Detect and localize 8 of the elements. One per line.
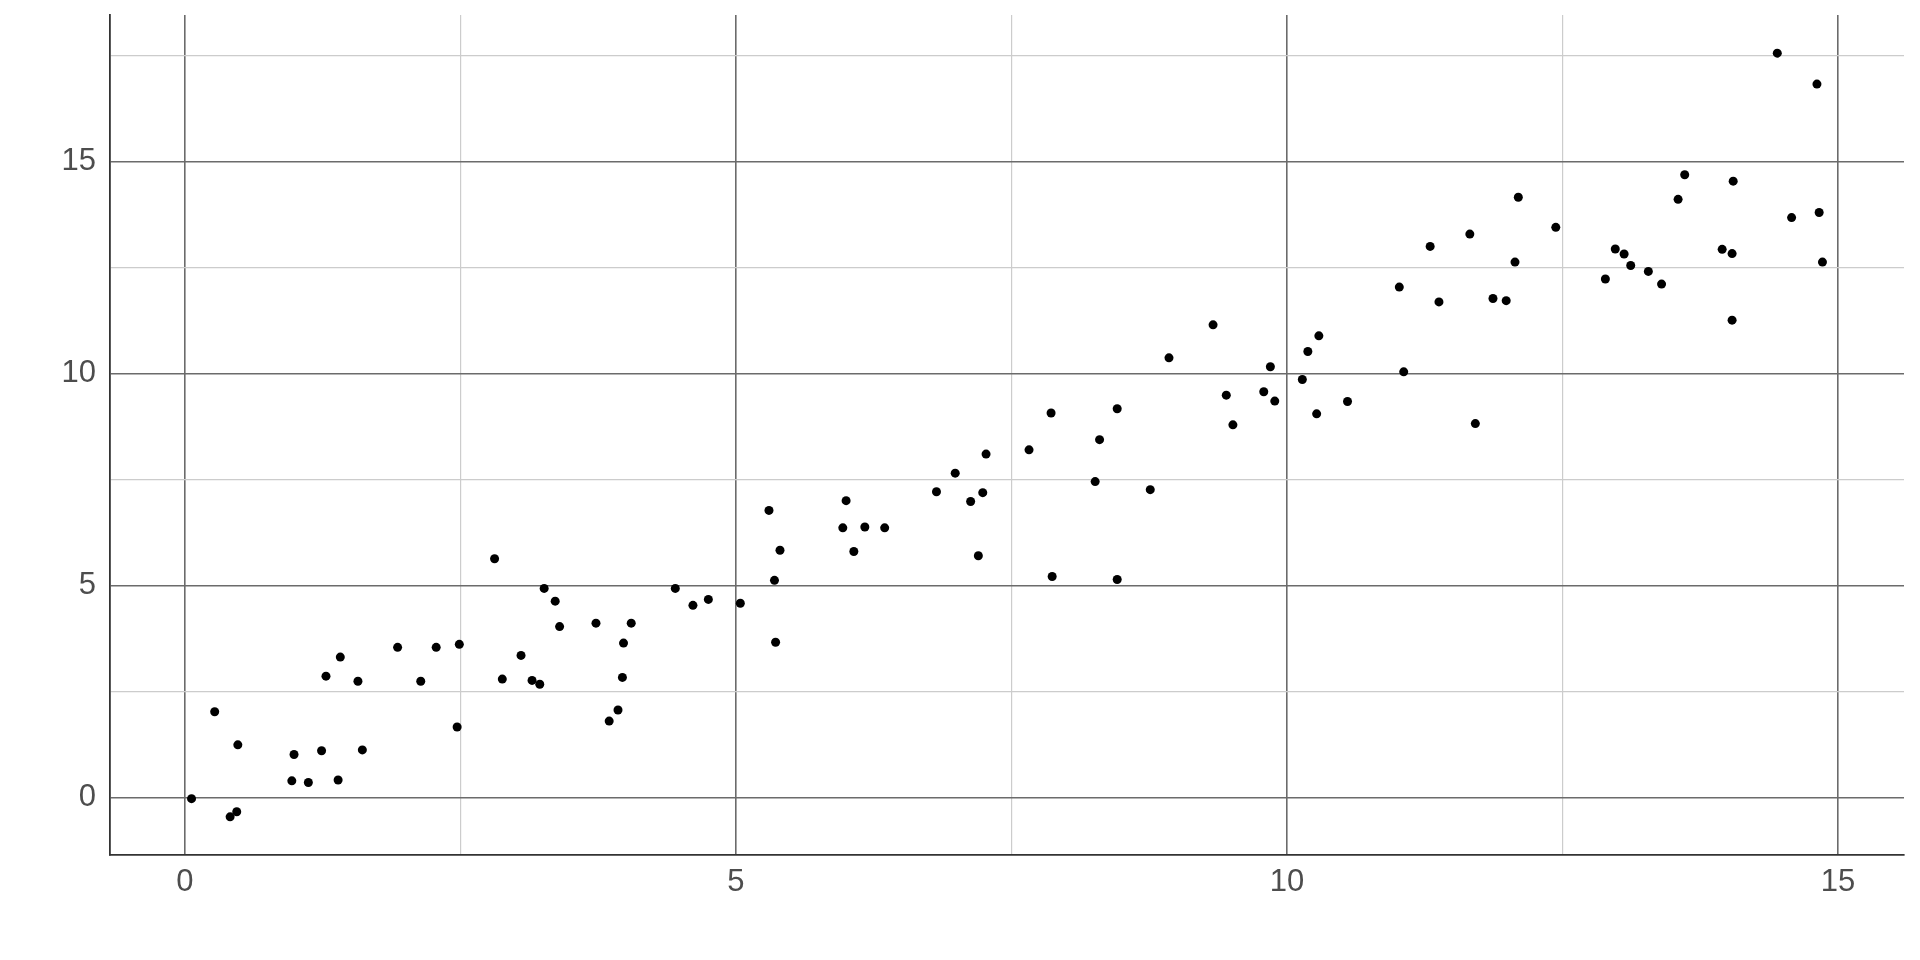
x-tick-label: 15 <box>1820 863 1856 899</box>
y-tick-label: 5 <box>78 566 96 601</box>
x-tick-label: 10 <box>1269 863 1305 899</box>
y-tick-label: 10 <box>61 354 96 390</box>
x-tick-label: 5 <box>727 863 745 899</box>
y-tick-label: 15 <box>61 142 96 178</box>
x-tick-label: 0 <box>176 863 194 899</box>
y-tick-label: 0 <box>78 777 96 813</box>
